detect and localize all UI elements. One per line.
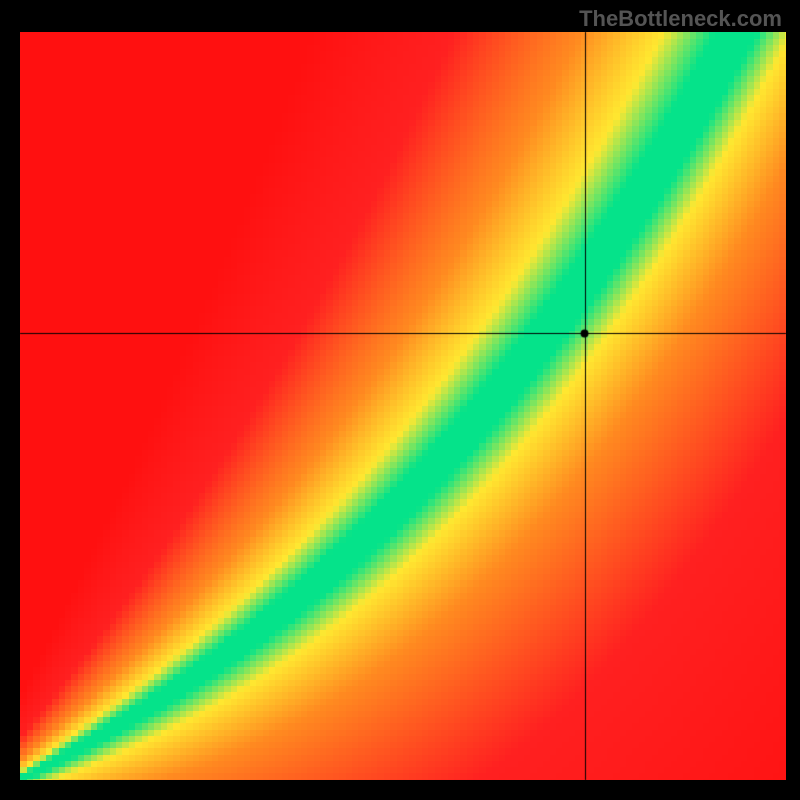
watermark-text: TheBottleneck.com: [579, 6, 782, 32]
heatmap-canvas: [0, 0, 800, 800]
chart-container: TheBottleneck.com: [0, 0, 800, 800]
